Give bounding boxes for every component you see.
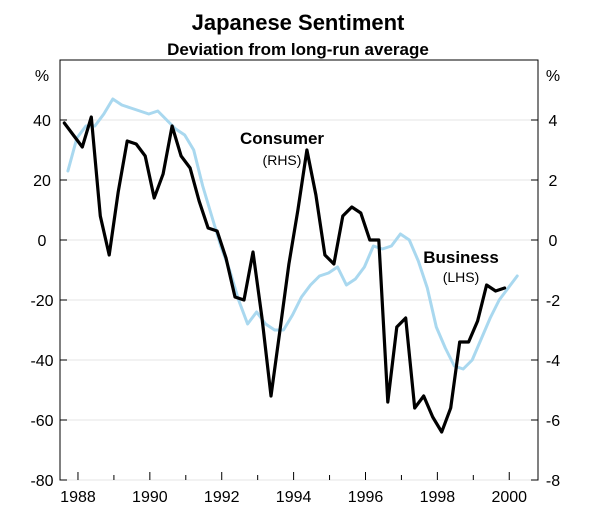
right-tick-label: -4 <box>546 353 560 370</box>
right-tick-label: -2 <box>546 293 560 310</box>
x-axis-ticks: 1988 1990 1992 1994 1996 1998 2000 <box>60 472 527 506</box>
business-annotation-axis: (LHS) <box>443 269 480 285</box>
chart-subtitle: Deviation from long-run average <box>167 40 429 59</box>
right-tick-label: -6 <box>546 413 560 430</box>
x-tick-label: 1992 <box>204 489 240 506</box>
right-axis-ticks: 4 2 0 -2 -4 -6 -8 <box>531 113 560 490</box>
x-tick-label: 1998 <box>420 489 456 506</box>
right-tick-label: 4 <box>549 113 558 130</box>
left-tick-label: 20 <box>33 173 51 190</box>
left-axis-ticks: 40 20 0 -20 -40 -60 -80 <box>30 113 67 490</box>
left-tick-label: -80 <box>30 473 53 490</box>
left-tick-label: -40 <box>30 353 53 370</box>
series-layer <box>62 97 519 434</box>
business-series-line <box>66 97 519 371</box>
left-tick-label: 0 <box>38 233 47 250</box>
consumer-annotation: Consumer <box>240 129 324 148</box>
chart-title: Japanese Sentiment <box>192 10 405 35</box>
right-tick-label: 0 <box>549 233 558 250</box>
left-axis-unit: % <box>35 68 49 85</box>
x-tick-label: 2000 <box>491 489 527 506</box>
right-tick-label: -8 <box>546 473 560 490</box>
x-tick-label: 1988 <box>60 489 96 506</box>
x-tick-label: 1996 <box>348 489 384 506</box>
consumer-series-line <box>62 115 507 434</box>
consumer-annotation-axis: (RHS) <box>263 152 302 168</box>
x-tick-label: 1994 <box>276 489 312 506</box>
business-annotation: Business <box>423 248 499 267</box>
right-axis-unit: % <box>546 68 560 85</box>
x-tick-label: 1990 <box>132 489 168 506</box>
left-tick-label: 40 <box>33 113 51 130</box>
left-tick-label: -60 <box>30 413 53 430</box>
right-tick-label: 2 <box>549 173 558 190</box>
left-tick-label: -20 <box>30 293 53 310</box>
